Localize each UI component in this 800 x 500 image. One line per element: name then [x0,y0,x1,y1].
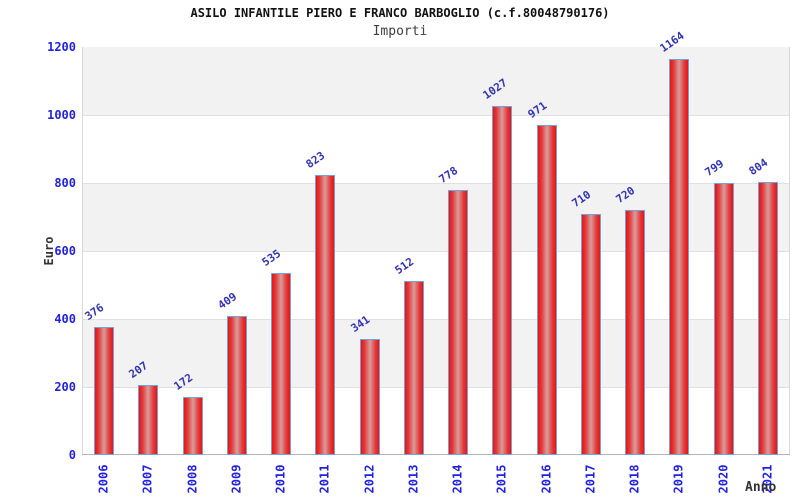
x-tick-label-2008: 2008 [185,464,200,494]
y-tick-label: 400 [54,312,76,326]
x-tick-label-2012: 2012 [362,464,377,494]
gridline-800 [83,183,789,184]
plot-band [83,183,789,251]
plot-band [83,251,789,319]
x-tick-label-2013: 2013 [406,464,421,494]
x-tick-label-2015: 2015 [494,464,509,494]
y-tick-label: 600 [54,244,76,258]
x-tick-label-2019: 2019 [671,464,686,494]
x-axis-title: Anno [745,480,777,495]
plot-band [83,115,789,183]
x-tick-label-2021: 2021 [760,464,775,494]
chart-title: ASILO INFANTILE PIERO E FRANCO BARBOGLIO… [190,6,610,20]
x-tick-label-2011: 2011 [317,464,332,494]
x-tick-label-2006: 2006 [96,464,111,494]
gridline-600 [83,251,789,252]
gridline-400 [83,319,789,320]
x-tick-label-2014: 2014 [450,464,465,494]
gridline-200 [83,387,789,388]
x-tick-label-2009: 2009 [229,464,244,494]
gridline-1000 [83,115,789,116]
plot-area [82,47,790,455]
y-tick-label: 800 [54,176,76,190]
y-tick-label: 0 [68,448,76,462]
plot-band [83,387,789,455]
plot-band [83,47,789,115]
x-tick-label-2020: 2020 [716,464,731,494]
x-tick-label-2007: 2007 [140,464,155,494]
y-axis-title: Euro [42,236,56,266]
x-tick-label-2017: 2017 [583,464,598,494]
y-tick-label: 1200 [47,40,76,54]
plot-band [83,319,789,387]
x-tick-label-2010: 2010 [273,464,288,494]
y-tick-label: 200 [54,380,76,394]
x-tick-label-2018: 2018 [627,464,642,494]
y-tick-label: 1000 [47,108,76,122]
chart-subtitle: Importi [372,24,428,39]
x-tick-label-2016: 2016 [539,464,554,494]
